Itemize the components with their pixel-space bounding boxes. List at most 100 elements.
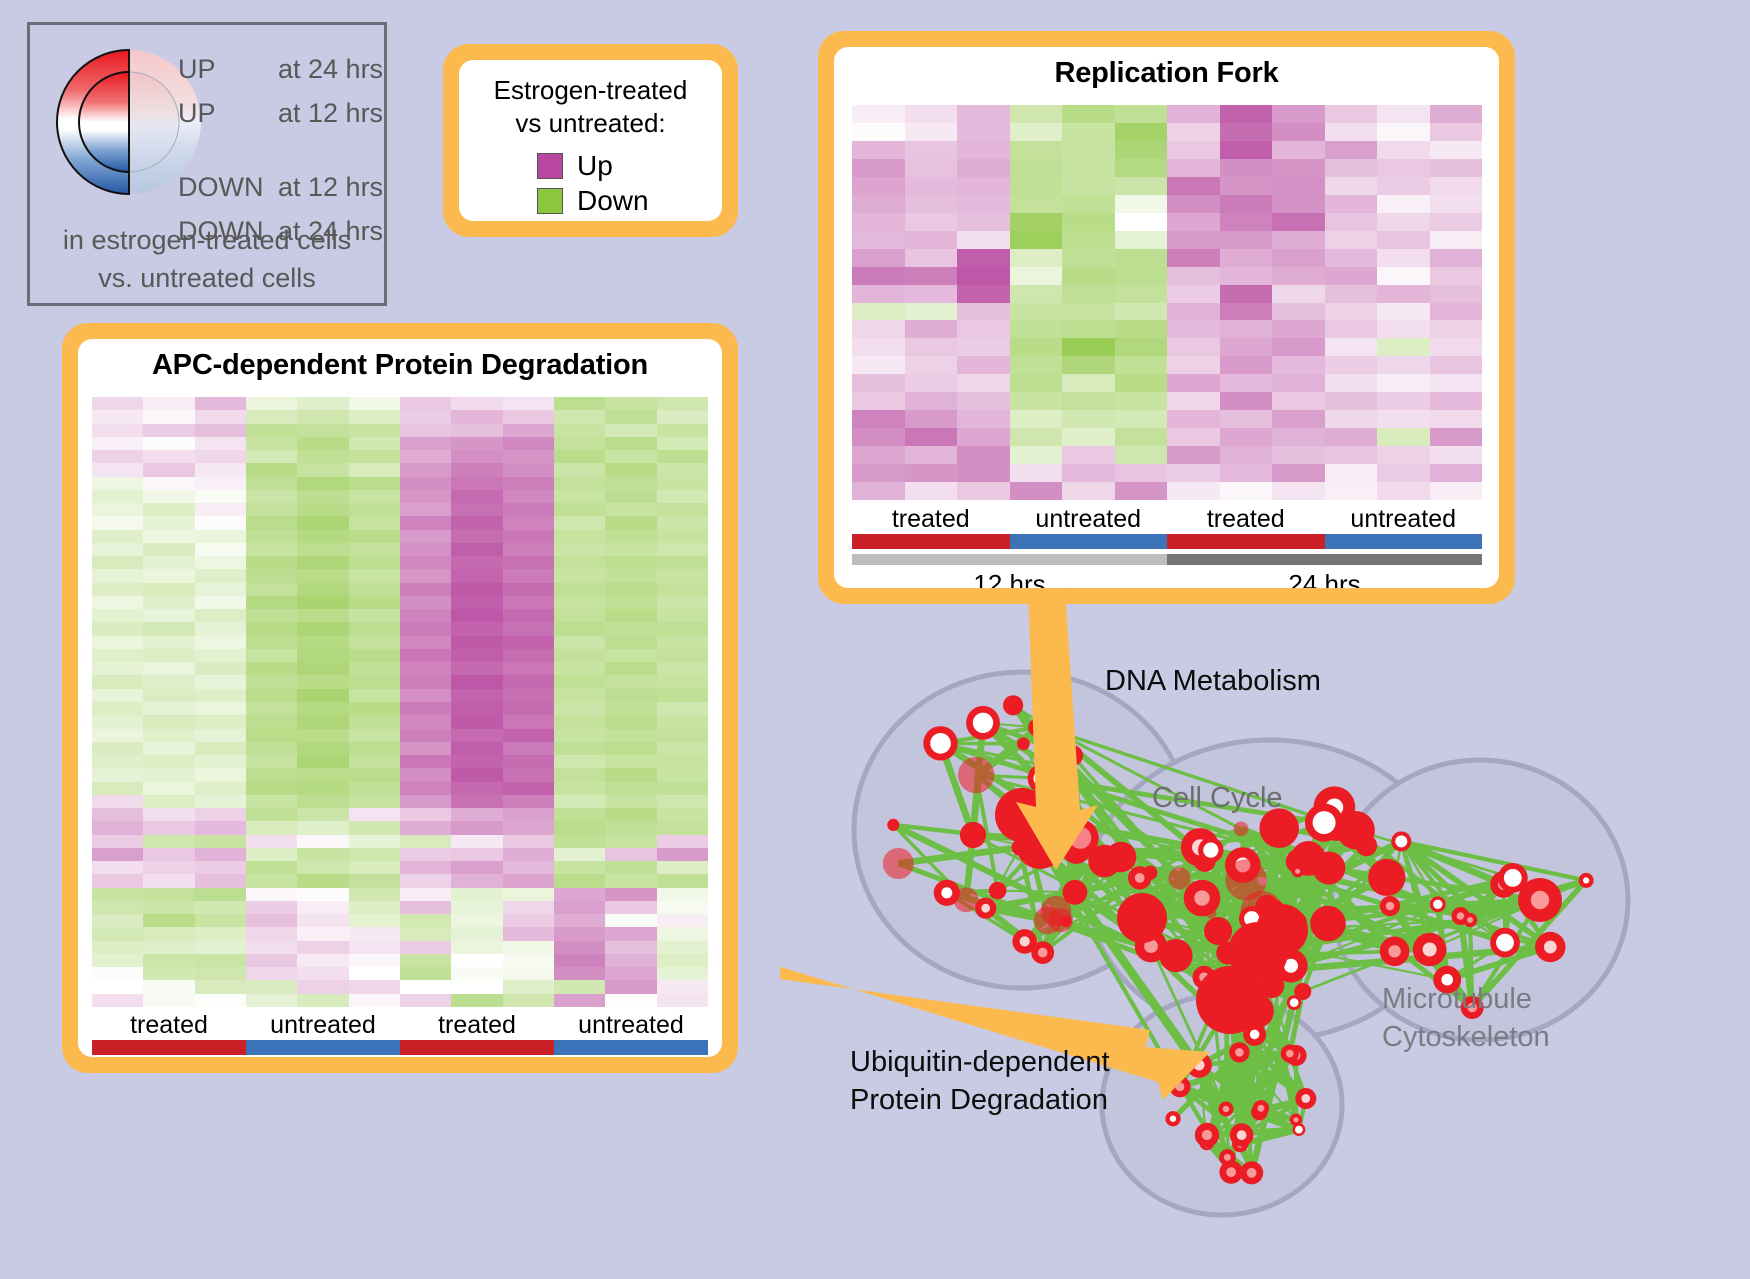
heatmap-cell xyxy=(553,595,606,610)
heatmap-cell xyxy=(957,176,1010,195)
heatmap-cell xyxy=(451,927,503,941)
heatmap-cell xyxy=(194,953,246,968)
heatmap-cell xyxy=(553,463,606,477)
heatmap-cell xyxy=(1377,212,1430,231)
heatmap-cell xyxy=(194,967,246,981)
heatmap-cell xyxy=(348,768,400,782)
heatmap-cell xyxy=(1062,140,1115,159)
network-node xyxy=(1105,841,1137,873)
heatmap-cell xyxy=(348,489,400,504)
heatmap-cell xyxy=(502,662,554,676)
heatmap-cell xyxy=(92,900,144,915)
network-label-ubiquitin-protein-degradation: Ubiquitin-dependent Protein Degradation xyxy=(850,1046,1110,1116)
heatmap-cell xyxy=(399,542,452,557)
heatmap-cell xyxy=(1219,266,1272,285)
heatmap-cell xyxy=(92,768,144,782)
network-node-core xyxy=(1395,835,1408,848)
heatmap-cell xyxy=(348,436,400,451)
heatmap-cell xyxy=(656,702,708,716)
heatmap-cell xyxy=(1062,158,1115,177)
heatmap-cell xyxy=(502,556,554,570)
heatmap-cell xyxy=(605,821,657,835)
network-node-core xyxy=(1496,933,1514,952)
heatmap-cell xyxy=(297,834,349,848)
network-node xyxy=(959,821,987,849)
heatmap-cell xyxy=(297,768,349,782)
heatmap-cell xyxy=(399,914,452,928)
heatmap-cell xyxy=(194,542,246,557)
heatmap-cell xyxy=(605,887,657,901)
heatmap-cell xyxy=(957,302,1010,321)
heatmap-cell xyxy=(348,450,400,464)
heatmap-cell xyxy=(245,914,298,928)
heatmap-cell xyxy=(399,834,452,848)
heatmap-cell xyxy=(1062,176,1115,195)
network-node-core xyxy=(1249,1029,1260,1040)
heatmap-cell xyxy=(656,914,708,928)
heatmap-cell xyxy=(1377,248,1430,267)
heatmap-cell xyxy=(245,542,298,557)
heatmap-cell xyxy=(1324,284,1377,303)
heatmap-cell xyxy=(92,847,144,862)
heatmap-cell xyxy=(553,702,606,716)
heatmap-cell xyxy=(904,105,957,123)
heatmap-cell xyxy=(502,436,554,451)
heatmap-cell xyxy=(1324,410,1377,429)
heatmap-cell xyxy=(92,702,144,716)
heatmap-cell xyxy=(1167,320,1220,339)
heatmap-cell xyxy=(1429,248,1482,267)
heatmap-axis-apc: treated untreated treated untreated 12 h… xyxy=(92,1011,708,1057)
heatmap-cell xyxy=(92,755,144,769)
heatmap-cell xyxy=(904,356,957,375)
heatmap-cell xyxy=(605,476,657,490)
heatmap-cell xyxy=(1324,230,1377,249)
network-edge xyxy=(939,740,1309,861)
heatmap-cell xyxy=(1114,392,1167,411)
heatmap-cell xyxy=(1062,302,1115,321)
heatmap-cell xyxy=(297,794,349,809)
heatmap-cell xyxy=(1429,320,1482,339)
heatmap-cell xyxy=(1324,464,1377,483)
heatmap-cell xyxy=(143,463,195,477)
network-node xyxy=(1336,811,1375,850)
heatmap-cell xyxy=(904,428,957,447)
network-node xyxy=(1017,737,1030,751)
heatmap-cell xyxy=(348,423,400,437)
heatmap-cell xyxy=(605,410,657,424)
heatmap-cell xyxy=(348,397,400,411)
heatmap-cell xyxy=(1062,266,1115,285)
heatmap-cell xyxy=(245,476,298,490)
concentric-ring-key-icon xyxy=(56,48,201,196)
heatmap-cell xyxy=(297,715,349,729)
heatmap-cell xyxy=(1429,392,1482,411)
heatmap-cell xyxy=(957,428,1010,447)
heatmap-cell xyxy=(852,410,905,429)
heatmap-cell xyxy=(245,927,298,941)
heatmap-cell xyxy=(1114,284,1167,303)
heatmap-cell xyxy=(451,715,503,729)
heatmap-cell xyxy=(656,794,708,809)
heatmap-cell xyxy=(553,821,606,835)
heatmap-cell xyxy=(92,463,144,477)
heatmap-cell xyxy=(451,808,503,822)
heatmap-cell xyxy=(451,821,503,835)
axis-bar-12hrs xyxy=(852,554,1167,565)
heatmap-cell xyxy=(957,140,1010,159)
heatmap-cell xyxy=(502,821,554,835)
heatmap-cell xyxy=(245,397,298,411)
axis-bar-treated xyxy=(92,1040,246,1055)
heatmap-cell xyxy=(1272,446,1325,465)
heatmap-cell xyxy=(656,980,708,994)
axis-bar-24hrs xyxy=(1167,554,1482,565)
heatmap-cell xyxy=(92,648,144,663)
network-node-core xyxy=(1295,868,1301,874)
heatmap-cell xyxy=(245,675,298,689)
heatmap-cell xyxy=(399,635,452,649)
heatmap-cell xyxy=(245,715,298,729)
network-label-microtubule-cytoskeleton: Microtubule Cytoskeleton xyxy=(1382,983,1550,1053)
heatmap-cell xyxy=(143,397,195,411)
heatmap-cell xyxy=(656,847,708,862)
axis-bar-treated xyxy=(400,1040,554,1055)
heatmap-cell xyxy=(348,874,400,888)
heatmap-cell xyxy=(1114,428,1167,447)
